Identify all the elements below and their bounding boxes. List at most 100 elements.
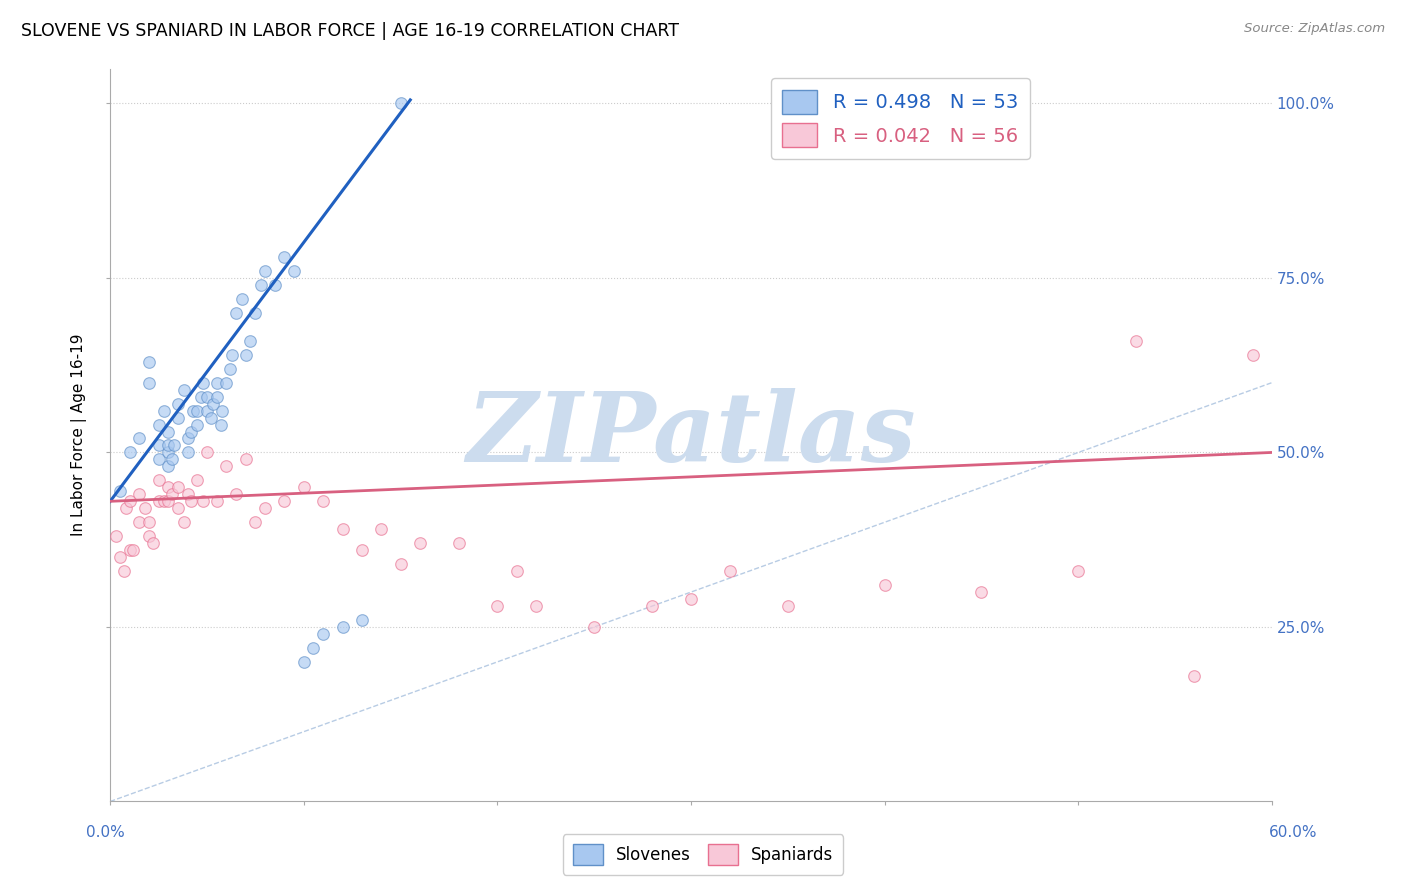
Point — [350, 543, 373, 558]
Point — [138, 515, 160, 529]
Point — [254, 264, 277, 278]
Point — [200, 410, 222, 425]
Point — [167, 410, 190, 425]
Point — [235, 348, 257, 362]
Point — [486, 599, 509, 613]
Point — [679, 592, 702, 607]
Point — [250, 277, 273, 292]
Point — [163, 438, 186, 452]
Text: SLOVENE VS SPANIARD IN LABOR FORCE | AGE 16-19 CORRELATION CHART: SLOVENE VS SPANIARD IN LABOR FORCE | AGE… — [21, 22, 679, 40]
Point — [219, 361, 242, 376]
Point — [186, 403, 208, 417]
Point — [332, 620, 354, 634]
Point — [506, 564, 529, 578]
Point — [231, 292, 253, 306]
Point — [148, 438, 170, 452]
Point — [108, 483, 131, 498]
Point — [302, 640, 325, 655]
Point — [1184, 669, 1206, 683]
Point — [173, 515, 195, 529]
Point — [292, 480, 315, 494]
Point — [191, 494, 214, 508]
Point — [235, 452, 257, 467]
Point — [205, 390, 228, 404]
Point — [138, 354, 160, 368]
Text: ZIPatlas: ZIPatlas — [467, 388, 915, 482]
Point — [263, 277, 285, 292]
Point — [186, 474, 208, 488]
Point — [157, 438, 180, 452]
Legend: Slovenes, Spaniards: Slovenes, Spaniards — [562, 834, 844, 875]
Point — [273, 494, 295, 508]
Point — [273, 250, 295, 264]
Point — [160, 452, 183, 467]
Point — [350, 613, 373, 627]
Point — [128, 487, 150, 501]
Point — [153, 403, 176, 417]
Point — [239, 334, 262, 348]
Point — [409, 536, 432, 550]
Point — [118, 543, 141, 558]
Point — [225, 306, 247, 320]
Point — [157, 494, 180, 508]
Point — [205, 376, 228, 390]
Point — [312, 627, 335, 641]
Point — [167, 396, 190, 410]
Point — [173, 383, 195, 397]
Point — [195, 390, 218, 404]
Point — [148, 452, 170, 467]
Point — [112, 564, 135, 578]
Point — [524, 599, 547, 613]
Text: Source: ZipAtlas.com: Source: ZipAtlas.com — [1244, 22, 1385, 36]
Point — [191, 376, 214, 390]
Point — [254, 501, 277, 516]
Point — [245, 515, 267, 529]
Text: 60.0%: 60.0% — [1270, 825, 1317, 840]
Point — [148, 494, 170, 508]
Point — [195, 403, 218, 417]
Point — [160, 487, 183, 501]
Point — [157, 459, 180, 474]
Point — [195, 445, 218, 459]
Point — [225, 487, 247, 501]
Point — [201, 396, 224, 410]
Point — [718, 564, 741, 578]
Point — [157, 480, 180, 494]
Point — [167, 480, 190, 494]
Point — [873, 578, 896, 592]
Point — [389, 96, 412, 111]
Point — [245, 306, 267, 320]
Point — [312, 494, 335, 508]
Text: 0.0%: 0.0% — [86, 825, 125, 840]
Point — [205, 494, 228, 508]
Point — [148, 474, 170, 488]
Point — [221, 348, 243, 362]
Point — [157, 425, 180, 439]
Point — [292, 655, 315, 669]
Point — [183, 403, 205, 417]
Point — [209, 417, 232, 432]
Point — [114, 501, 136, 516]
Point — [134, 501, 156, 516]
Point — [1125, 334, 1147, 348]
Point — [190, 390, 212, 404]
Point — [180, 425, 202, 439]
Point — [138, 376, 160, 390]
Point — [122, 543, 145, 558]
Legend: R = 0.498   N = 53, R = 0.042   N = 56: R = 0.498 N = 53, R = 0.042 N = 56 — [770, 78, 1029, 159]
Point — [389, 557, 412, 571]
Point — [180, 494, 202, 508]
Point — [1067, 564, 1090, 578]
Point — [176, 487, 198, 501]
Point — [108, 550, 131, 565]
Point — [128, 432, 150, 446]
Point — [118, 494, 141, 508]
Point — [176, 432, 198, 446]
Point — [148, 417, 170, 432]
Point — [211, 403, 233, 417]
Point — [283, 264, 305, 278]
Point — [104, 529, 127, 543]
Point — [1241, 348, 1264, 362]
Y-axis label: In Labor Force | Age 16-19: In Labor Force | Age 16-19 — [72, 334, 87, 536]
Point — [153, 494, 176, 508]
